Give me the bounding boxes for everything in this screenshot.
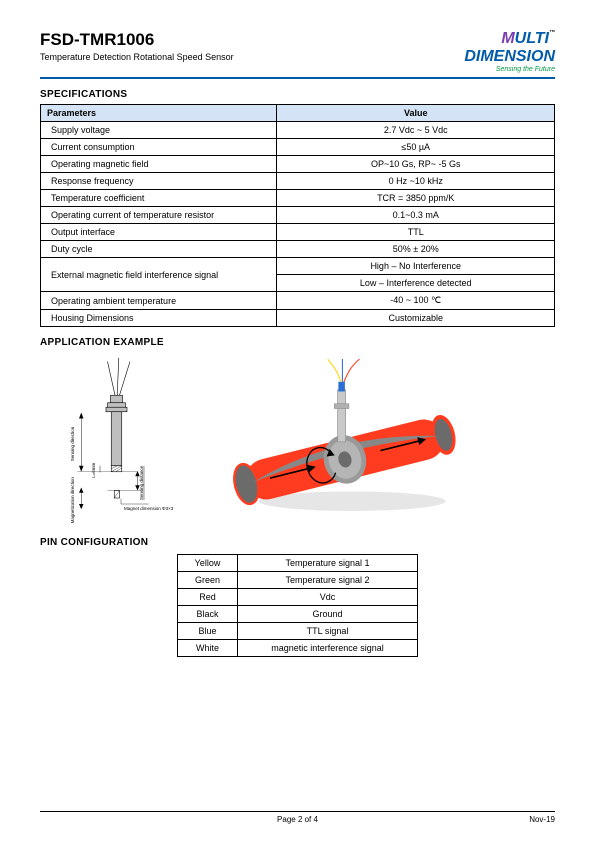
footer-page: Page 2 of 4 (277, 815, 318, 824)
logo-line2: DIMENSION (464, 48, 555, 65)
spec-value: 0 Hz ~10 kHz (277, 173, 555, 190)
section-app: APPLICATION EXAMPLE (40, 337, 555, 348)
pin-color: Red (178, 588, 238, 605)
spec-value: -40 ~ 100 ℃ (277, 292, 555, 310)
spec-head-value: Value (277, 105, 555, 122)
spec-param: Supply voltage (41, 122, 277, 139)
section-specs: SPECIFICATIONS (40, 89, 555, 100)
pin-color: Blue (178, 622, 238, 639)
table-row: Current consumption≤50 µA (41, 139, 555, 156)
spec-value: TCR = 3850 ppm/K (277, 190, 555, 207)
table-row: Supply voltage2.7 Vdc ~ 5 Vdc (41, 122, 555, 139)
page-subtitle: Temperature Detection Rotational Speed S… (40, 52, 234, 62)
pin-table: YellowTemperature signal 1GreenTemperatu… (177, 554, 418, 657)
spec-param: Output interface (41, 224, 277, 241)
table-row: Operating ambient temperature-40 ~ 100 ℃ (41, 292, 555, 310)
spec-param: Operating ambient temperature (41, 292, 277, 310)
pin-signal: Temperature signal 1 (238, 554, 418, 571)
sensor-body (111, 412, 122, 466)
app-example-row: Sensing direction L=6mm Sensing distance… (40, 354, 555, 527)
pin-signal: Temperature signal 2 (238, 571, 418, 588)
table-row: Housing DimensionsCustomizable (41, 310, 555, 327)
logo-slogan: Sensing the Future (464, 66, 555, 73)
spec-param: External magnetic field interference sig… (41, 258, 277, 292)
sensor-cap (111, 395, 123, 403)
brand-logo: MULTI™ DIMENSION Sensing the Future (464, 30, 555, 73)
spec-param: Duty cycle (41, 241, 277, 258)
spec-param: Response frequency (41, 173, 277, 190)
title-block: FSD-TMR1006 Temperature Detection Rotati… (40, 30, 234, 62)
spec-value: ≤50 µA (277, 139, 555, 156)
pin-signal: TTL signal (238, 622, 418, 639)
table-row: GreenTemperature signal 2 (178, 571, 418, 588)
spec-value: High – No Interference (277, 258, 555, 275)
header: FSD-TMR1006 Temperature Detection Rotati… (40, 30, 555, 73)
application-render (210, 359, 470, 522)
spec-value: 2.7 Vdc ~ 5 Vdc (277, 122, 555, 139)
header-rule (40, 77, 555, 79)
sensor-connector (338, 382, 345, 392)
table-row: Response frequency0 Hz ~10 kHz (41, 173, 555, 190)
spec-param: Housing Dimensions (41, 310, 277, 327)
sensor-probe (338, 390, 346, 442)
sensing-distance-label: Sensing distance (139, 465, 144, 500)
pin-color: Yellow (178, 554, 238, 571)
table-row: Whitemagnetic interference signal (178, 639, 418, 656)
logo-rest: ULTI (515, 30, 549, 47)
pin-signal: Ground (238, 605, 418, 622)
pin-color: White (178, 639, 238, 656)
table-row: Operating current of temperature resisto… (41, 207, 555, 224)
spec-value: TTL (277, 224, 555, 241)
footer-rule (40, 811, 555, 812)
sensor-drawing: Sensing direction L=6mm Sensing distance… (40, 354, 190, 527)
table-row: Output interfaceTTL (41, 224, 555, 241)
table-row: Duty cycle50% ± 20% (41, 241, 555, 258)
sensing-direction-label: Sensing direction (70, 426, 75, 461)
pin-signal: magnetic interference signal (238, 639, 418, 656)
l-label: L=6mm (91, 462, 96, 477)
pin-signal: Vdc (238, 588, 418, 605)
spec-table: Parameters Value Supply voltage2.7 Vdc ~… (40, 104, 555, 327)
pin-color: Green (178, 571, 238, 588)
section-pin: PIN CONFIGURATION (40, 537, 555, 548)
table-row: YellowTemperature signal 1 (178, 554, 418, 571)
spec-param: Current consumption (41, 139, 277, 156)
spec-head-param: Parameters (41, 105, 277, 122)
sensor-shoulder (108, 403, 126, 408)
table-row: Temperature coefficientTCR = 3850 ppm/K (41, 190, 555, 207)
spec-value: Low – Interference detected (277, 275, 555, 292)
magnet-direction-label: Magnetization direction (70, 477, 75, 524)
logo-text: MULTI™ DIMENSION (464, 30, 555, 66)
table-row: RedVdc (178, 588, 418, 605)
footer: Nov-19 Page 2 of 4 Nov-19 (40, 811, 555, 824)
footer-date: Nov-19 (529, 815, 555, 824)
table-row: Operating magnetic fieldOP~10 Gs, RP~ -5… (41, 156, 555, 173)
spec-param: Operating current of temperature resisto… (41, 207, 277, 224)
logo-tm: ™ (549, 30, 555, 36)
spec-value: 50% ± 20% (277, 241, 555, 258)
magnet-dim-label: Magnet dimension Φ3×3 (124, 506, 174, 511)
spec-param: Temperature coefficient (41, 190, 277, 207)
spec-value: 0.1~0.3 mA (277, 207, 555, 224)
spec-value: OP~10 Gs, RP~ -5 Gs (277, 156, 555, 173)
wire-red (344, 359, 359, 382)
table-row: BlueTTL signal (178, 622, 418, 639)
sensor-shoulder2 (106, 407, 127, 412)
page-title: FSD-TMR1006 (40, 30, 234, 50)
spec-value: Customizable (277, 310, 555, 327)
pin-color: Black (178, 605, 238, 622)
wire-yellow (328, 359, 341, 382)
table-row: External magnetic field interference sig… (41, 258, 555, 275)
spec-param: Operating magnetic field (41, 156, 277, 173)
logo-m: M (501, 30, 514, 47)
table-row: BlackGround (178, 605, 418, 622)
